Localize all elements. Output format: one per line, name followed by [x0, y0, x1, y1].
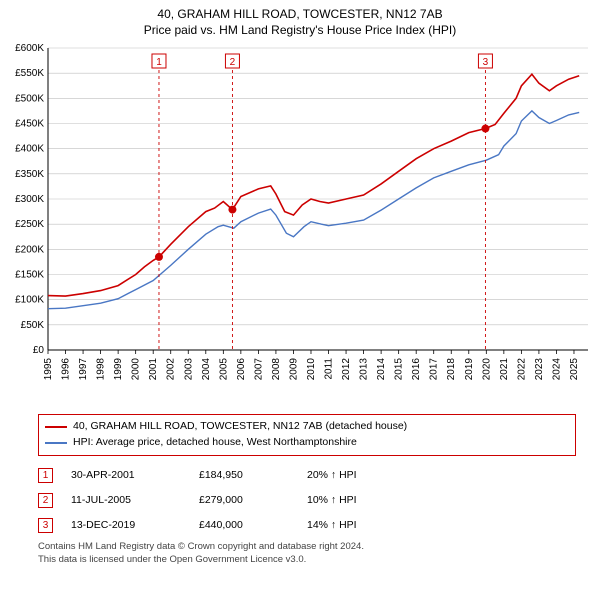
legend-swatch [45, 442, 67, 444]
legend-swatch [45, 426, 67, 428]
series-property [48, 75, 579, 297]
y-tick-label: £250K [15, 220, 44, 231]
x-tick-label: 1999 [113, 358, 124, 381]
sale-date: 11-JUL-2005 [71, 494, 181, 506]
sale-row: 3 13-DEC-2019 £440,000 14% ↑ HPI [38, 514, 576, 539]
x-tick-label: 2019 [464, 358, 475, 381]
title-line-2: Price paid vs. HM Land Registry's House … [0, 22, 600, 38]
chart: £0 £50K £100K £150K £200K £250K £300K £350K £400… [0, 38, 600, 408]
x-tick-label: 2018 [446, 358, 457, 381]
y-tick-label: £550K [15, 69, 44, 80]
x-tick-label: 1996 [61, 358, 72, 381]
x-tick-label: 2015 [394, 358, 405, 381]
x-tick-label: 2001 [148, 358, 159, 381]
sale-delta: 10% ↑ HPI [307, 494, 407, 506]
sale-marker-number: 1 [156, 57, 162, 68]
x-tick-label: 2022 [516, 358, 527, 381]
y-tick-label: £100K [15, 295, 44, 306]
x-tick-label: 2002 [166, 358, 177, 381]
legend-row: 40, GRAHAM HILL ROAD, TOWCESTER, NN12 7A… [45, 419, 569, 435]
sale-row: 1 30-APR-2001 £184,950 20% ↑ HPI [38, 464, 576, 489]
sale-delta: 14% ↑ HPI [307, 519, 407, 531]
sale-marker-dot [481, 125, 489, 133]
sale-date: 13-DEC-2019 [71, 519, 181, 531]
x-tick-label: 2000 [131, 358, 142, 381]
footer: Contains HM Land Registry data © Crown c… [38, 541, 576, 567]
y-tick-label: £150K [15, 270, 44, 281]
sale-number-box: 2 [38, 493, 53, 508]
y-tick-label: £300K [15, 194, 44, 205]
x-tick-label: 2003 [183, 358, 194, 381]
sale-marker-number: 2 [230, 57, 236, 68]
x-tick-label: 1997 [78, 358, 89, 381]
x-tick-label: 2020 [481, 358, 492, 381]
footer-line-1: Contains HM Land Registry data © Crown c… [38, 541, 576, 554]
sale-number-box: 1 [38, 468, 53, 483]
legend-row: HPI: Average price, detached house, West… [45, 435, 569, 451]
sale-marker-dot [155, 253, 163, 261]
sale-delta: 20% ↑ HPI [307, 469, 407, 481]
legend-label: 40, GRAHAM HILL ROAD, TOWCESTER, NN12 7A… [73, 419, 407, 435]
sale-date: 30-APR-2001 [71, 469, 181, 481]
sale-row: 2 11-JUL-2005 £279,000 10% ↑ HPI [38, 489, 576, 514]
chart-svg: £0 £50K £100K £150K £200K £250K £300K £350K £400… [0, 38, 600, 408]
x-tick-label: 1995 [43, 358, 54, 381]
x-tick-label: 2023 [534, 358, 545, 381]
y-tick-label: £450K [15, 119, 44, 130]
title-line-1: 40, GRAHAM HILL ROAD, TOWCESTER, NN12 7A… [0, 6, 600, 22]
y-tick-label: £600K [15, 43, 44, 54]
x-tick-label: 2025 [569, 358, 580, 381]
sale-marker-number: 3 [483, 57, 489, 68]
x-tick-label: 2009 [288, 358, 299, 381]
y-tick-label: £200K [15, 245, 44, 256]
y-tick-label: £50K [21, 320, 45, 331]
y-tick-label: £0 [33, 345, 45, 356]
x-tick-label: 2012 [341, 358, 352, 381]
sale-price: £184,950 [199, 469, 289, 481]
y-tick-label: £400K [15, 144, 44, 155]
x-tick-label: 2004 [201, 358, 212, 381]
sale-marker-dot [228, 206, 236, 214]
sale-price: £279,000 [199, 494, 289, 506]
x-tick-label: 2017 [429, 358, 440, 381]
footer-line-2: This data is licensed under the Open Gov… [38, 554, 576, 567]
sales-table: 1 30-APR-2001 £184,950 20% ↑ HPI 2 11-JUL-200… [38, 464, 576, 539]
x-tick-label: 2021 [499, 358, 510, 381]
x-tick-label: 2016 [411, 358, 422, 381]
x-tick-label: 2008 [271, 358, 282, 381]
sale-price: £440,000 [199, 519, 289, 531]
x-tick-label: 2011 [324, 358, 335, 380]
y-tick-label: £350K [15, 169, 44, 180]
x-tick-label: 2010 [306, 358, 317, 381]
x-tick-label: 2013 [359, 358, 370, 381]
title-block: 40, GRAHAM HILL ROAD, TOWCESTER, NN12 7A… [0, 0, 600, 38]
x-tick-label: 1998 [96, 358, 107, 381]
x-tick-label: 2014 [376, 358, 387, 381]
legend: 40, GRAHAM HILL ROAD, TOWCESTER, NN12 7A… [38, 414, 576, 456]
x-tick-label: 2006 [236, 358, 247, 381]
x-tick-label: 2007 [253, 358, 264, 381]
legend-label: HPI: Average price, detached house, West… [73, 435, 357, 451]
sale-number-box: 3 [38, 518, 53, 533]
x-tick-label: 2024 [551, 358, 562, 381]
x-tick-label: 2005 [218, 358, 229, 381]
y-tick-label: £500K [15, 94, 44, 105]
